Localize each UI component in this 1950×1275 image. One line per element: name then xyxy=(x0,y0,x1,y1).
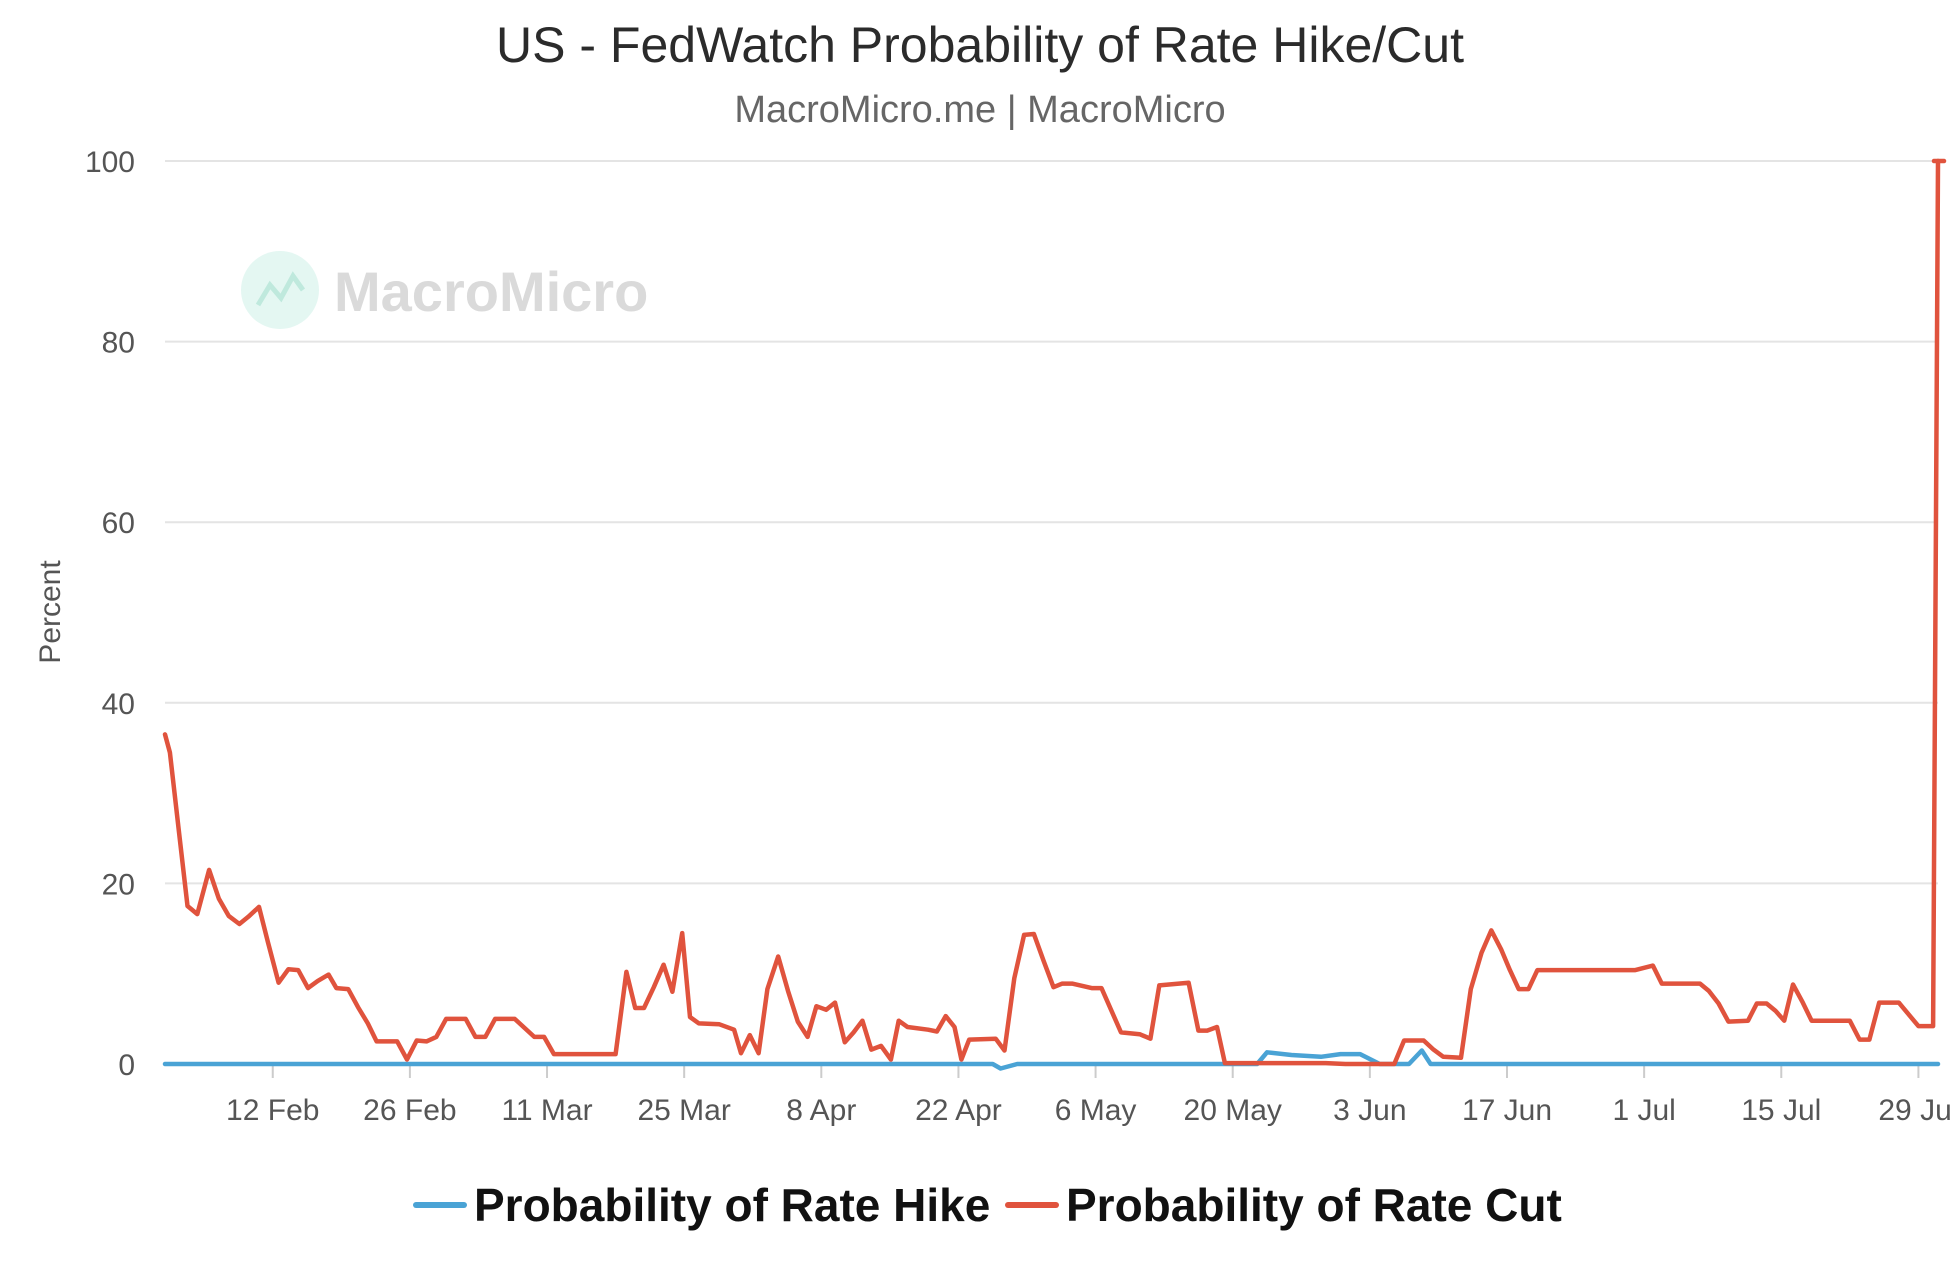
series-line-rate-hike xyxy=(162,1048,1941,1071)
x-tick-label: 25 Mar xyxy=(637,1094,730,1127)
y-tick-label: 0 xyxy=(118,1049,135,1082)
chart-title: US - FedWatch Probability of Rate Hike/C… xyxy=(496,17,1464,73)
y-tick-label: 100 xyxy=(85,146,135,179)
x-tick-label: 11 Mar xyxy=(501,1094,592,1127)
watermark-text: MacroMicro xyxy=(334,260,648,323)
y-tick-label: 20 xyxy=(102,868,135,901)
y-axis-ticks: 0 20 40 60 80 100 xyxy=(85,146,135,1082)
legend-label: Probability of Rate Hike xyxy=(474,1179,990,1231)
x-tick-label: 15 Jul xyxy=(1741,1094,1821,1127)
x-tick-label: 20 May xyxy=(1184,1094,1282,1127)
legend: Probability of Rate Hike Probability of R… xyxy=(413,1179,1562,1231)
x-tick-label: 8 Apr xyxy=(786,1094,856,1127)
legend-label: Probability of Rate Cut xyxy=(1066,1179,1562,1231)
watermark-logo-icon xyxy=(241,251,319,329)
x-axis-ticks: 12 Feb 26 Feb 11 Mar 25 Mar 8 Apr 22 Apr 6 May… xyxy=(226,1064,1950,1127)
x-tick-label: 6 May xyxy=(1055,1094,1137,1127)
gridlines xyxy=(165,160,1938,885)
series-line-rate-cut xyxy=(162,158,1941,1067)
legend-item-rate-hike[interactable]: Probability of Rate Hike xyxy=(413,1179,990,1231)
x-tick-label: 29 Jul xyxy=(1878,1094,1950,1127)
y-tick-label: 40 xyxy=(102,688,135,721)
x-tick-label: 26 Feb xyxy=(363,1094,456,1127)
x-tick-label: 3 Jun xyxy=(1333,1094,1406,1127)
watermark-logo-line xyxy=(255,271,306,307)
x-tick-label: 22 Apr xyxy=(915,1094,1002,1127)
x-tick-label: 12 Feb xyxy=(226,1094,319,1127)
watermark: MacroMicro xyxy=(241,251,648,329)
x-tick-label: 17 Jun xyxy=(1462,1094,1552,1127)
y-tick-label: 80 xyxy=(102,327,135,360)
y-axis-title: Percent xyxy=(34,560,67,664)
series-lines xyxy=(162,158,1947,1071)
legend-item-rate-cut[interactable]: Probability of Rate Cut xyxy=(1005,1179,1562,1231)
chart-subtitle: MacroMicro.me | MacroMicro xyxy=(734,89,1225,131)
y-tick-label: 60 xyxy=(102,507,135,540)
x-tick-label: 1 Jul xyxy=(1612,1094,1675,1127)
